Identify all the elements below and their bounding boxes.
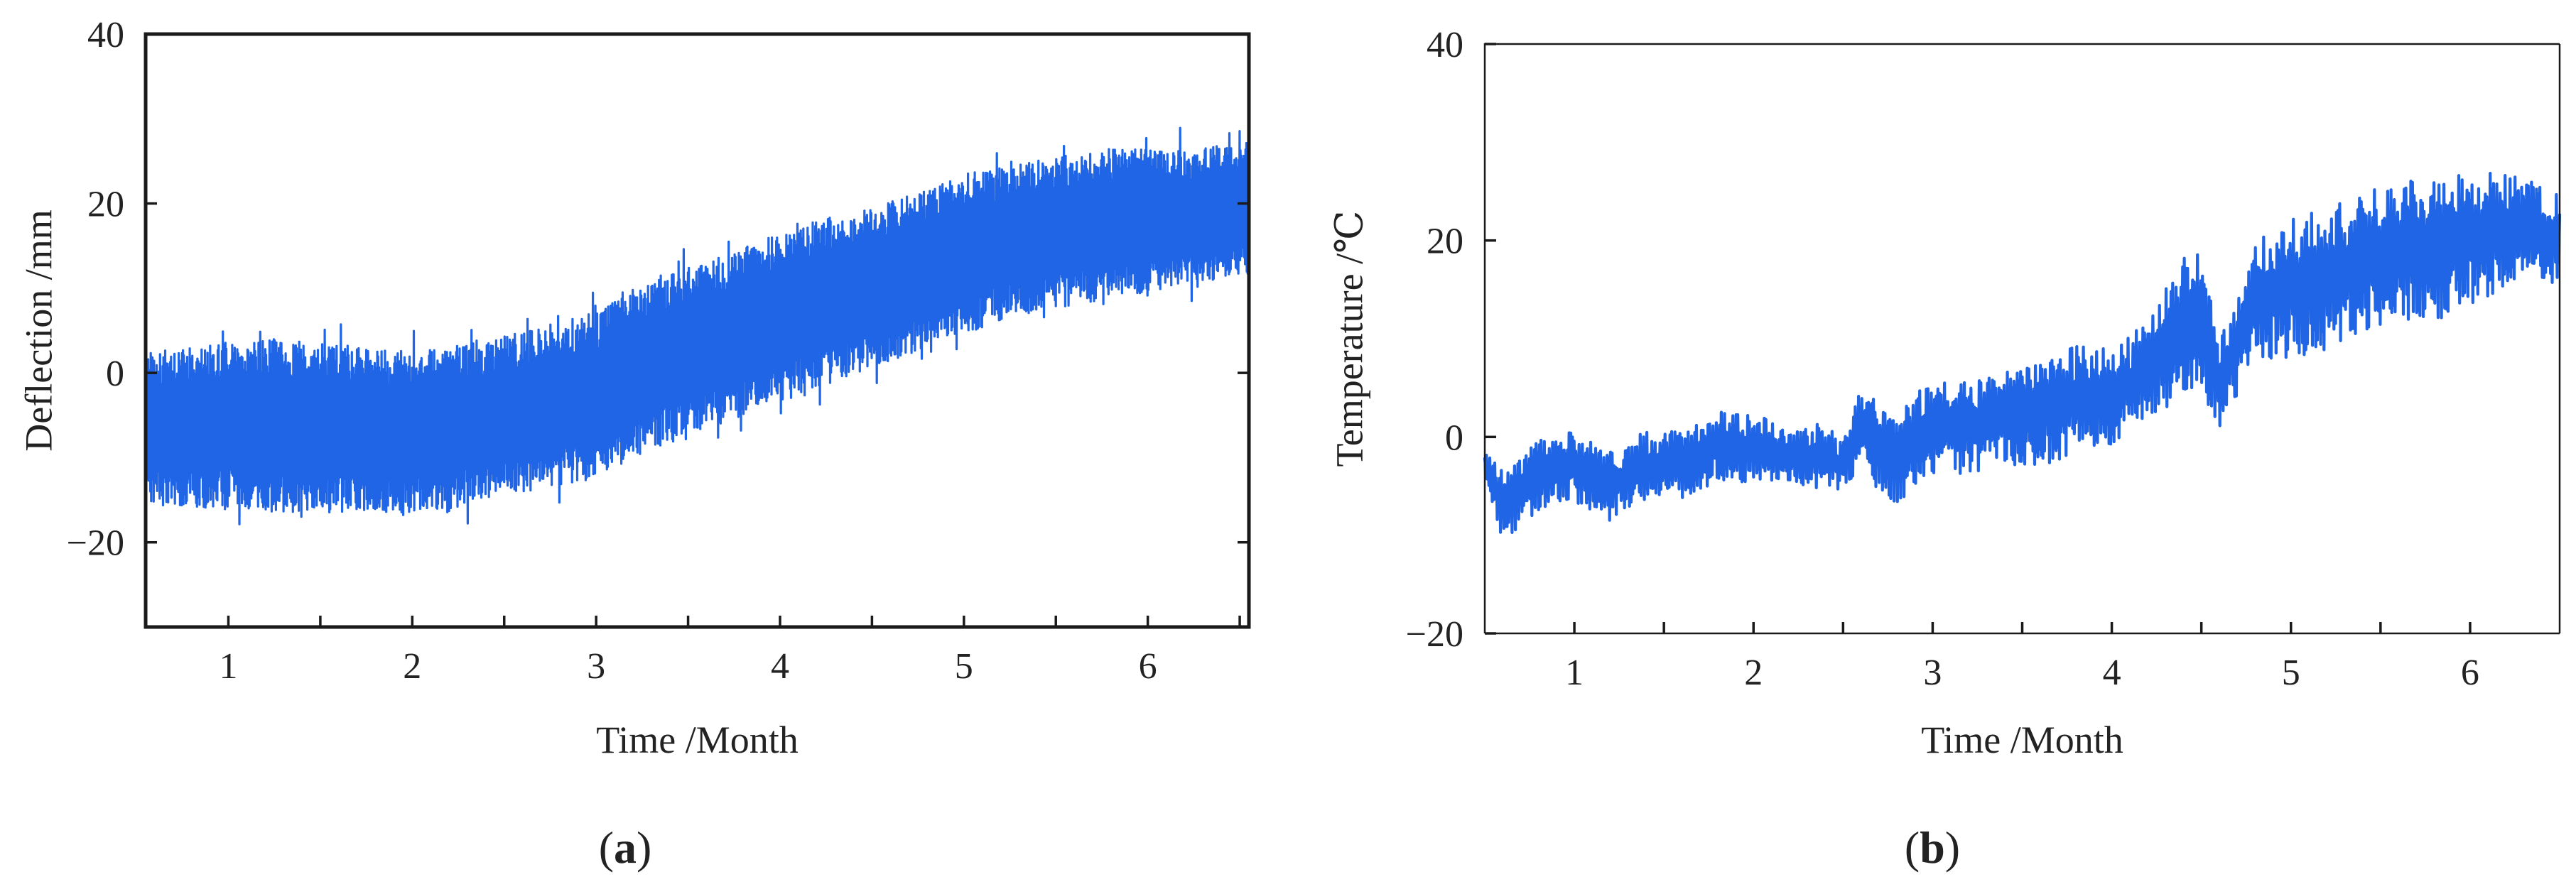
y-tick-label: 40: [87, 15, 124, 55]
chart-panel-a: 1 2 3 4 5 6 −20 0 20 40 Time /Month Deflection /…: [17, 15, 1251, 873]
x-tick-label: 5: [955, 646, 973, 687]
series-temperature: [1483, 172, 2562, 534]
x-ticks-b: 1 2 3 4 5 6: [1565, 622, 2479, 693]
chart-panel-b: 1 2 3 4 5 6 −20 0 20 40 Time /Month Temperature …: [1328, 25, 2562, 873]
x-tick-label: 1: [1565, 653, 1584, 693]
series-deflection: [144, 126, 1250, 525]
y-ticks-a: −20 0 20 40: [67, 15, 1249, 564]
x-ticks-a: 1 2 3 4 5 6: [219, 616, 1241, 687]
x-tick-label: 6: [1139, 646, 1157, 687]
x-tick-label: 6: [2461, 653, 2479, 693]
y-tick-label: 40: [1427, 25, 1463, 65]
panel-label-a: (a): [599, 822, 652, 873]
series-line-b: [1483, 172, 2562, 534]
x-axis-label-b: Time /Month: [1921, 719, 2123, 761]
x-tick-label: 4: [771, 646, 789, 687]
y-tick-label: −20: [1406, 614, 1463, 655]
x-tick-label: 3: [587, 646, 605, 687]
plot-frame-b: [1483, 43, 2561, 635]
y-tick-label: 20: [87, 185, 124, 225]
y-tick-label: 0: [106, 354, 124, 394]
series-line-a: [144, 126, 1250, 525]
x-tick-label: 5: [2282, 653, 2300, 693]
plot-frame-a: [144, 32, 1251, 629]
y-axis-label-a: Deflection /mm: [17, 209, 60, 451]
panel-label-b: (b): [1905, 822, 1960, 873]
y-tick-label: 20: [1427, 222, 1463, 262]
y-ticks-b: −20 0 20 40: [1406, 25, 1496, 655]
x-tick-label: 2: [1744, 653, 1763, 693]
x-tick-label: 4: [2103, 653, 2121, 693]
x-tick-label: 3: [1923, 653, 1942, 693]
y-tick-label: 0: [1445, 418, 1463, 458]
x-tick-label: 1: [219, 646, 237, 687]
x-axis-label-a: Time /Month: [596, 719, 799, 761]
y-tick-label: −20: [67, 523, 124, 564]
x-tick-label: 2: [403, 646, 421, 687]
y-axis-label-b: Temperature /℃: [1328, 211, 1370, 467]
